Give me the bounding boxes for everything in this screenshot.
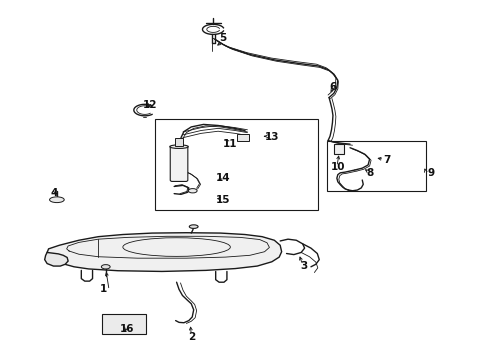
- Polygon shape: [45, 252, 68, 266]
- Bar: [155, 119, 318, 211]
- Text: 5: 5: [220, 33, 227, 43]
- FancyBboxPatch shape: [170, 146, 188, 181]
- Text: 3: 3: [300, 261, 307, 271]
- Text: 8: 8: [366, 168, 373, 178]
- Text: 2: 2: [188, 332, 195, 342]
- Text: 4: 4: [51, 188, 58, 198]
- Bar: [102, 315, 147, 334]
- Text: 13: 13: [265, 132, 279, 142]
- Text: 16: 16: [120, 324, 134, 334]
- Text: 14: 14: [216, 173, 230, 183]
- Ellipse shape: [189, 225, 198, 228]
- Ellipse shape: [49, 197, 64, 203]
- Bar: [175, 138, 183, 145]
- Bar: [237, 134, 249, 140]
- Text: 10: 10: [331, 162, 345, 172]
- Ellipse shape: [101, 265, 110, 269]
- Text: 15: 15: [216, 195, 230, 205]
- Text: 6: 6: [329, 82, 337, 92]
- Ellipse shape: [170, 145, 188, 148]
- Text: 1: 1: [99, 284, 107, 294]
- Text: 9: 9: [427, 168, 434, 178]
- Text: 11: 11: [223, 139, 238, 149]
- Ellipse shape: [188, 189, 197, 193]
- Polygon shape: [47, 233, 282, 271]
- Bar: [334, 144, 343, 154]
- Text: 12: 12: [143, 100, 157, 110]
- Bar: [327, 140, 426, 192]
- Text: 7: 7: [383, 155, 391, 165]
